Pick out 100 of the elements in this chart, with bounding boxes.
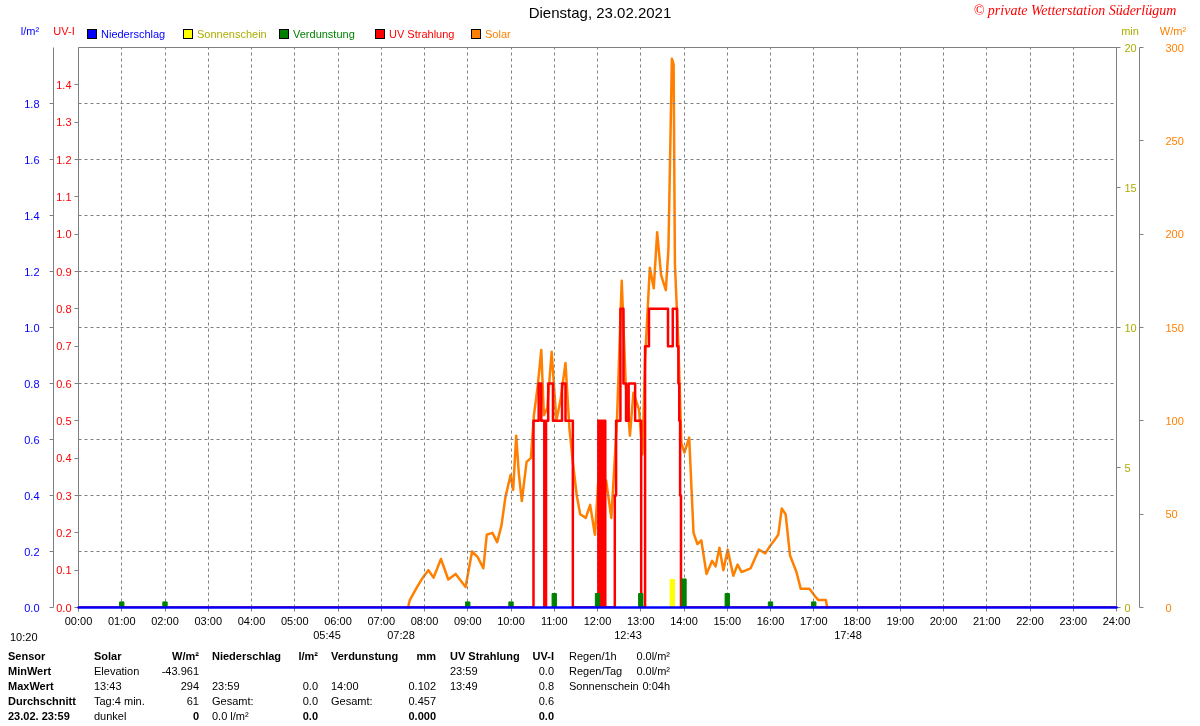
x-tick-label: 07:00	[367, 614, 396, 627]
bar	[681, 578, 687, 608]
text: Verdunstung	[331, 649, 399, 663]
text: 13:43	[94, 679, 122, 693]
x-tick-label: 00:00	[64, 614, 93, 627]
text: 23:59	[450, 664, 478, 678]
text: Sensor	[8, 649, 46, 663]
x-tick-label: 24:00	[1102, 614, 1131, 627]
x-tick-label: 20:00	[929, 614, 958, 627]
x-tick-label: 02:00	[151, 614, 179, 627]
chart-title: Dienstag, 23.02.2021	[528, 4, 672, 22]
text: Sonnenschein	[569, 679, 639, 693]
text: Elevation	[94, 664, 140, 678]
x-tick-label: 08:00	[410, 614, 439, 627]
x-tick-label: 10:00	[497, 614, 525, 627]
legend-label: Niederschlag	[101, 27, 166, 41]
x-tick-label: 06:00	[324, 614, 352, 627]
y2-tick-label: 0.4	[56, 452, 72, 465]
y2-tick-label: 300	[1165, 41, 1184, 54]
annotation: 17:48	[834, 628, 862, 642]
y2-tick-label: 250	[1165, 134, 1184, 147]
y2-tick-label: 0.5	[56, 414, 72, 427]
text: 0.0	[538, 664, 554, 678]
legend-label: UV Strahlung	[389, 27, 455, 41]
y-tick-label: 1.2	[24, 265, 40, 278]
text: 10:20	[10, 630, 38, 644]
text: 0.0	[302, 679, 318, 693]
text: 0.0 l/m²	[212, 709, 249, 723]
x-tick-label: 13:00	[626, 614, 655, 627]
text: 0	[192, 709, 199, 723]
text: Regen/1h	[569, 649, 617, 663]
y-tick-label: 0	[1124, 601, 1131, 614]
legend-label: Solar	[485, 27, 511, 41]
text: mm	[416, 649, 436, 663]
y-tick-label: 0.8	[24, 377, 40, 390]
legend-label: Sonnenschein	[197, 27, 267, 41]
text: 61	[186, 694, 199, 708]
x-tick-label: 16:00	[756, 614, 785, 627]
x-tick-label: 22:00	[1016, 614, 1044, 627]
text: 0.8	[538, 679, 554, 693]
y2-axis-title: W/m²	[1159, 24, 1187, 38]
text: UV Strahlung	[450, 649, 520, 663]
x-tick-label: 01:00	[107, 614, 136, 627]
text: 0.0	[538, 709, 554, 723]
y-tick-label: 1.6	[24, 153, 40, 166]
y2-tick-label: 1.0	[56, 228, 72, 241]
x-tick-label: 14:00	[670, 614, 698, 627]
text: 0.0l/m²	[636, 649, 670, 663]
x-tick-label: 19:00	[886, 614, 915, 627]
x-tick-label: 18:00	[843, 614, 871, 627]
y-tick-label: 0.2	[24, 545, 40, 558]
y2-tick-label: 0.9	[56, 265, 72, 278]
x-tick-label: 23:00	[1059, 614, 1088, 627]
text: MinWert	[8, 664, 52, 678]
y-axis-title: min	[1121, 24, 1139, 38]
y2-tick-label: 1.2	[56, 153, 72, 166]
text: Tag:4 min.	[94, 694, 145, 708]
legend-label: Verdunstung	[293, 27, 355, 41]
y2-tick-label: 100	[1165, 414, 1184, 427]
x-tick-label: 04:00	[237, 614, 266, 627]
x-tick-label: 11:00	[540, 614, 568, 627]
text: 0.0	[302, 694, 318, 708]
y-tick-label: 0.0	[24, 601, 40, 614]
text: Gesamt:	[331, 694, 373, 708]
text: 14:00	[331, 679, 359, 693]
y-tick-label: 1.0	[24, 321, 40, 334]
text: MaxWert	[8, 679, 54, 693]
y2-tick-label: 0.2	[56, 526, 72, 539]
text: Durchschnitt	[8, 694, 76, 708]
text: UV-I	[532, 649, 554, 663]
annotation: 12:43	[614, 628, 642, 642]
y-tick-label: 15	[1124, 181, 1137, 194]
text: -43.961	[161, 664, 199, 678]
text: 0:04h	[642, 679, 670, 693]
text: 0.457	[408, 694, 436, 708]
text: 0.0	[302, 709, 318, 723]
text: 23:59	[212, 679, 240, 693]
x-tick-label: 21:00	[972, 614, 1001, 627]
y-tick-label: 1.8	[24, 97, 40, 110]
y2-tick-label: 0.6	[56, 377, 72, 390]
y-tick-label: 0.6	[24, 433, 40, 446]
x-tick-label: 03:00	[194, 614, 223, 627]
y2-tick-label: 0	[1165, 601, 1172, 614]
line-series	[406, 57, 829, 609]
x-tick-label: 09:00	[453, 614, 482, 627]
y-tick-label: 20	[1124, 41, 1137, 54]
y2-tick-label: 50	[1165, 508, 1178, 521]
text: Solar	[94, 649, 122, 663]
text: 0.102	[408, 679, 436, 693]
annotation: 07:28	[387, 628, 415, 642]
text: 0.0l/m²	[636, 664, 670, 678]
y2-axis-title: UV-I	[53, 24, 75, 38]
x-tick-label: 15:00	[713, 614, 742, 627]
text: Regen/Tag	[569, 664, 623, 678]
y2-tick-label: 200	[1165, 228, 1184, 241]
x-tick-label: 17:00	[799, 614, 828, 627]
text: 0.6	[538, 694, 554, 708]
y2-tick-label: 0.3	[56, 489, 72, 502]
y-tick-label: 0.4	[24, 489, 40, 502]
y2-tick-label: 0.0	[56, 601, 72, 614]
